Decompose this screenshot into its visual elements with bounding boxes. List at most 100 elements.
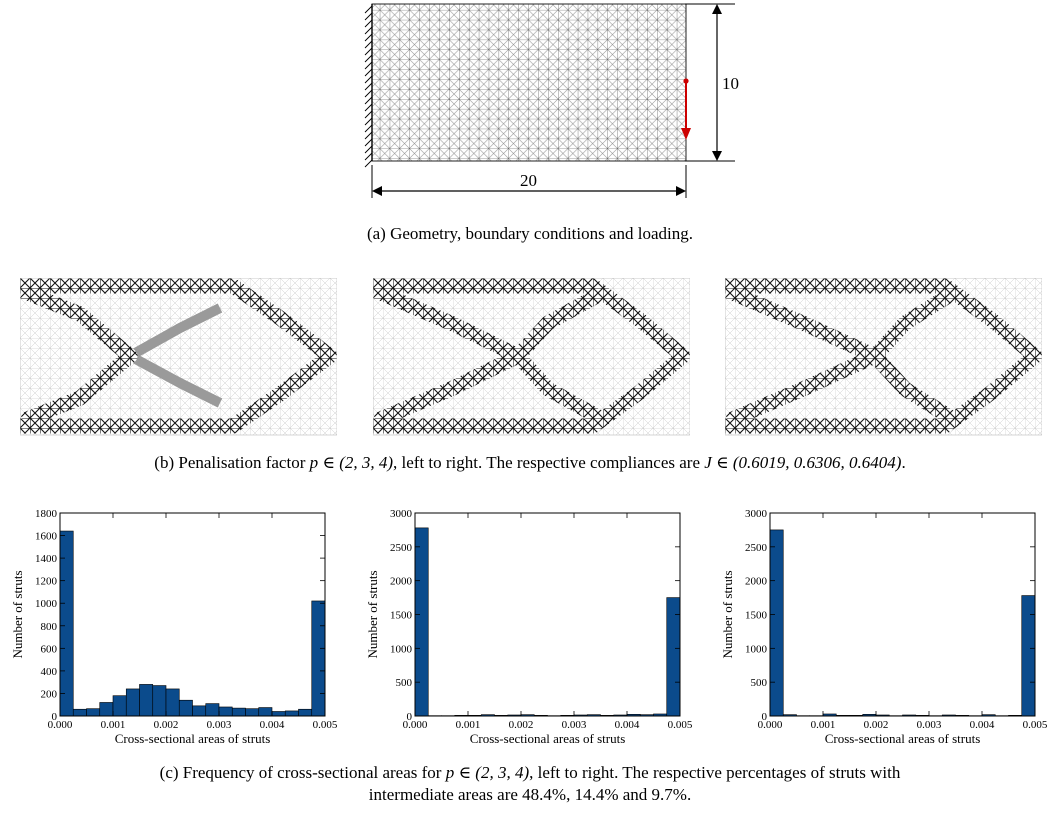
y-tick-label: 400 xyxy=(41,666,58,678)
x-tick-label: 0.004 xyxy=(970,719,995,731)
histogram-bar xyxy=(205,703,220,717)
histogram-bar xyxy=(231,707,246,717)
y-tick-label: 1000 xyxy=(745,643,768,655)
histogram-p3: 0 500 1000 1500 2000 2500 3000 0.000 0.001 0.002 0… xyxy=(365,508,693,746)
histogram-bar xyxy=(311,600,326,717)
plot-frame xyxy=(414,512,681,717)
height-label: 10 xyxy=(722,74,739,93)
histogram-p2: 0 200 400 600 800 1000 1200 1400 1600 1800 0.000 0.… xyxy=(10,508,338,746)
x-tick-label: 0.000 xyxy=(758,719,783,731)
caption-c-line1: (c) Frequency of cross-sectional areas f… xyxy=(0,762,1060,784)
histogram-bar xyxy=(218,706,233,717)
histogram-p4: 0 500 1000 1500 2000 2500 3000 0.000 0.001 0.002 0… xyxy=(720,508,1048,746)
histogram-bar xyxy=(178,699,193,717)
y-tick-label: 500 xyxy=(751,677,768,689)
y-axis-label: Number of struts xyxy=(720,570,735,658)
fixed-support-hatch xyxy=(364,4,373,168)
width-dimension xyxy=(371,165,687,198)
x-tick-label: 0.000 xyxy=(48,719,73,731)
histogram-bar xyxy=(152,685,167,717)
histogram-bar xyxy=(59,530,74,717)
y-tick-label: 800 xyxy=(41,621,58,633)
histogram-bar xyxy=(258,707,273,717)
y-axis-label: Number of struts xyxy=(10,570,25,658)
height-dimension xyxy=(685,3,735,162)
histogram-bar xyxy=(125,688,140,717)
topology-p3 xyxy=(373,278,690,436)
histogram-bar xyxy=(139,684,154,717)
y-tick-label: 0 xyxy=(407,711,413,723)
y-tick-label: 600 xyxy=(41,643,58,655)
y-tick-label: 1600 xyxy=(35,531,58,543)
y-tick-label: 0 xyxy=(52,711,58,723)
x-tick-label: 0.004 xyxy=(260,719,285,731)
y-tick-label: 1200 xyxy=(35,576,58,588)
x-tick-label: 0.003 xyxy=(917,719,942,731)
x-tick-label: 0.001 xyxy=(811,719,836,731)
histogram-bar xyxy=(165,688,180,717)
x-tick-label: 0.004 xyxy=(615,719,640,731)
x-tick-label: 0.005 xyxy=(1023,719,1048,731)
caption-b: (b) Penalisation factor p ∈ (2, 3, 4), l… xyxy=(0,452,1060,474)
x-axis-label: Cross-sectional areas of struts xyxy=(115,731,271,746)
y-axis-label: Number of struts xyxy=(365,570,380,658)
x-tick-label: 0.002 xyxy=(509,719,534,731)
histogram-bar xyxy=(284,710,299,717)
x-tick-label: 0.001 xyxy=(101,719,126,731)
x-tick-label: 0.003 xyxy=(207,719,232,731)
histogram-bar xyxy=(271,711,286,717)
histogram-bar xyxy=(769,529,784,717)
y-tick-label: 3000 xyxy=(745,508,768,520)
y-tick-label: 2500 xyxy=(745,542,768,554)
y-tick-label: 1800 xyxy=(35,508,58,520)
x-tick-label: 0.000 xyxy=(403,719,428,731)
y-tick-label: 200 xyxy=(41,688,58,700)
histogram-bar xyxy=(1021,595,1036,717)
histogram-bar xyxy=(112,695,127,717)
histogram-bar xyxy=(666,597,681,717)
x-tick-label: 0.002 xyxy=(154,719,179,731)
caption-a: (a) Geometry, boundary conditions and lo… xyxy=(366,224,694,243)
caption-c-prefix: (c) Frequency of cross-sectional areas f… xyxy=(159,763,446,782)
caption-b-mid: , left to right. The respective complian… xyxy=(393,453,705,472)
geometry-figure: 10 20 xyxy=(364,3,739,198)
topology-p4 xyxy=(725,278,1042,436)
x-tick-label: 0.005 xyxy=(668,719,693,731)
y-tick-label: 1400 xyxy=(35,553,58,565)
y-tick-label: 1000 xyxy=(390,643,413,655)
truss-domain xyxy=(371,3,687,162)
y-tick-label: 2000 xyxy=(390,576,413,588)
topology-p2 xyxy=(20,278,337,436)
y-tick-label: 1500 xyxy=(390,610,413,622)
caption-b-j: J ∈ (0.6019, 0.6306, 0.6404) xyxy=(704,453,902,472)
caption-b-prefix: (b) Penalisation factor xyxy=(154,453,310,472)
x-axis-label: Cross-sectional areas of struts xyxy=(470,731,626,746)
histogram-bar xyxy=(99,702,114,717)
y-tick-label: 1000 xyxy=(35,598,58,610)
histogram-bar xyxy=(72,708,87,717)
width-label: 20 xyxy=(520,171,537,190)
caption-c-p: p ∈ (2, 3, 4) xyxy=(445,763,530,782)
x-tick-label: 0.005 xyxy=(313,719,338,731)
caption-c-line2: intermediate areas are 48.4%, 14.4% and … xyxy=(368,785,692,804)
x-tick-label: 0.002 xyxy=(864,719,889,731)
histogram-bar xyxy=(245,708,260,717)
y-tick-label: 2000 xyxy=(745,576,768,588)
caption-b-p: p ∈ (2, 3, 4) xyxy=(309,453,394,472)
y-tick-label: 2500 xyxy=(390,542,413,554)
caption-b-end: . xyxy=(901,453,906,472)
plot-frame xyxy=(59,512,326,717)
y-tick-label: 0 xyxy=(762,711,768,723)
y-tick-label: 1500 xyxy=(745,610,768,622)
caption-c-suffix: , left to right. The respective percenta… xyxy=(529,763,901,782)
caption-c: (c) Frequency of cross-sectional areas f… xyxy=(0,762,1060,806)
load-arrow xyxy=(681,78,691,140)
plot-frame xyxy=(769,512,1036,717)
x-axis-label: Cross-sectional areas of struts xyxy=(825,731,981,746)
histogram-bar xyxy=(298,708,313,717)
histogram-bar xyxy=(86,708,101,717)
y-tick-label: 500 xyxy=(396,677,413,689)
histogram-bar xyxy=(414,527,429,717)
x-tick-label: 0.001 xyxy=(456,719,481,731)
y-tick-label: 3000 xyxy=(390,508,413,520)
